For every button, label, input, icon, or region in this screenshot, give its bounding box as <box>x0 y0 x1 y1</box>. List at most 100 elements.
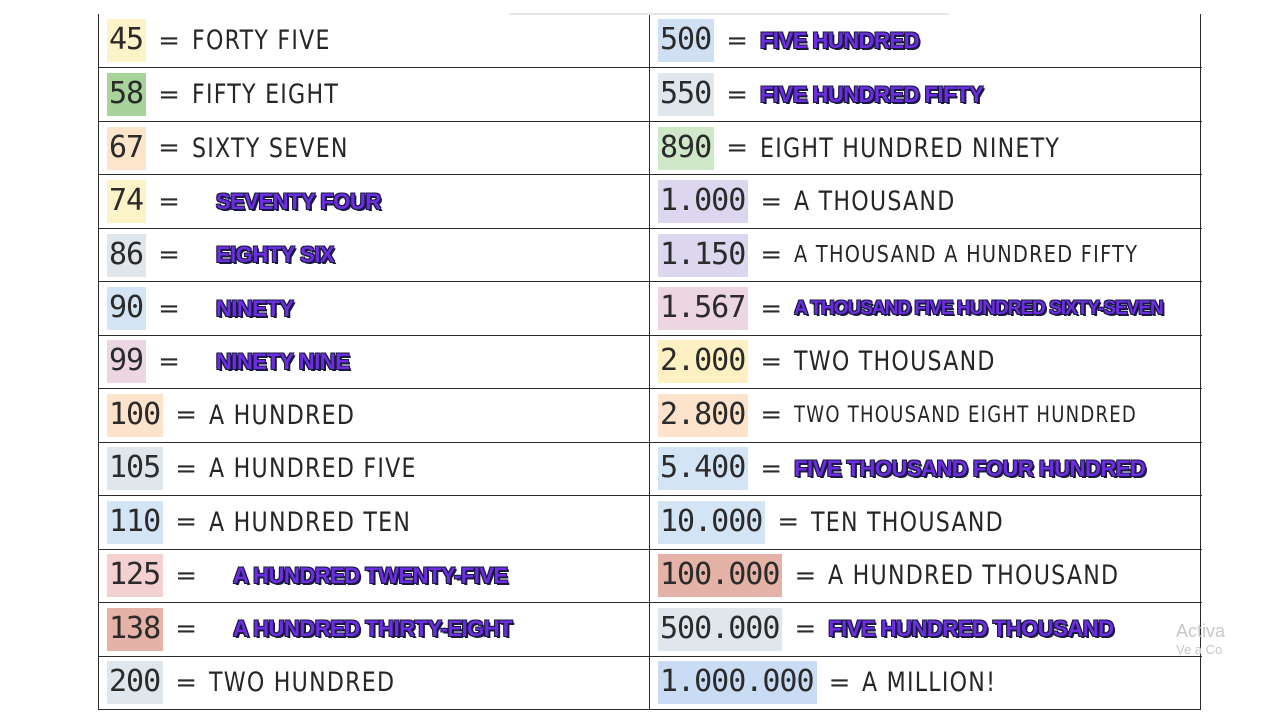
number-value: 86 <box>107 233 147 277</box>
equals-sign: = <box>760 293 783 324</box>
number-value: 125 <box>107 554 164 598</box>
number-word: A HUNDRED THOUSAND <box>828 560 1120 592</box>
number-word: SEVENTY FOUR <box>215 188 381 214</box>
number-word: A THOUSAND FIVE HUNDRED SIXTY-SEVEN <box>794 297 1164 319</box>
table-cell-left: 67 = SIXTY SEVEN <box>99 120 650 175</box>
number-value: 110 <box>107 500 164 544</box>
equals-sign: = <box>158 240 180 271</box>
equals-sign: = <box>777 507 800 538</box>
equals-sign: = <box>175 614 197 645</box>
table-cell-right: 890 = EIGHT HUNDRED NINETY <box>650 120 1202 174</box>
number-word: EIGHT HUNDRED NINETY <box>759 132 1061 164</box>
number-value: 90 <box>107 287 147 331</box>
table-cell-right: 5.400 = FIVE THOUSAND FOUR HUNDRED <box>650 441 1202 495</box>
table-cell-right: 1.567 = A THOUSAND FIVE HUNDRED SIXTY-SEVE… <box>650 281 1202 334</box>
equals-sign: = <box>158 79 180 110</box>
number-value: 500 <box>658 19 715 63</box>
number-word: A HUNDRED THIRTY-EIGHT <box>232 616 513 642</box>
number-word: A HUNDRED <box>208 399 356 431</box>
number-word: TWO THOUSAND EIGHT HUNDRED <box>794 402 1138 428</box>
number-value: 67 <box>107 126 147 170</box>
table-cell-left: 99 = NINETY NINE <box>99 334 650 389</box>
equals-sign: = <box>175 560 197 591</box>
number-value: 45 <box>107 19 147 63</box>
number-value: 10.000 <box>658 500 766 544</box>
table-cell-left: 86 = EIGHTY SIX <box>99 227 650 282</box>
table-cell-left: 74 = SEVENTY FOUR <box>99 174 650 228</box>
number-value: 138 <box>107 607 164 651</box>
table-cell-left: 110 = A HUNDRED TEN <box>99 495 650 549</box>
table-cell-left: 138 = A HUNDRED THIRTY-EIGHT <box>99 602 650 656</box>
number-word: TWO HUNDRED <box>208 667 396 699</box>
equals-sign: = <box>760 186 783 217</box>
number-word: FIFTY EIGHT <box>191 79 339 111</box>
watermark-line-1: Activa <box>1176 621 1226 641</box>
number-word: TWO THOUSAND <box>794 346 996 378</box>
number-word: NINETY NINE <box>215 348 350 374</box>
number-value: 58 <box>107 73 147 117</box>
table-cell-right: 2.800 = TWO THOUSAND EIGHT HUNDRED <box>650 388 1202 441</box>
equals-sign: = <box>175 400 197 431</box>
equals-sign: = <box>726 133 748 164</box>
table-cell-left: 100 = A HUNDRED <box>99 388 650 442</box>
number-word: A THOUSAND A HUNDRED FIFTY <box>794 242 1139 269</box>
number-value: 550 <box>658 73 715 117</box>
number-value: 100 <box>107 393 164 437</box>
number-value: 1.000.000 <box>658 661 817 705</box>
equals-sign: = <box>175 453 197 484</box>
table-cell-left: 125 = A HUNDRED TWENTY-FIVE <box>99 548 650 603</box>
number-word: A HUNDRED FIVE <box>208 453 417 485</box>
number-value: 5.400 <box>658 447 749 491</box>
number-value: 105 <box>107 447 164 491</box>
table-cell-right: 2.000 = TWO THOUSAND <box>650 334 1202 388</box>
equals-sign: = <box>828 667 851 698</box>
number-value: 2.800 <box>658 393 749 437</box>
table-cell-left: 105 = A HUNDRED FIVE <box>99 441 650 496</box>
table-cell-right: 500.000 = FIVE HUNDRED THOUSAND <box>650 602 1202 655</box>
equals-sign: = <box>726 25 748 56</box>
watermark-line-2: Ve a Co <box>1176 642 1223 657</box>
number-word: TEN THOUSAND <box>811 506 1005 538</box>
equals-sign: = <box>794 560 817 591</box>
table-cell-right: 10.000 = TEN THOUSAND <box>650 495 1202 548</box>
number-word: A HUNDRED TWENTY-FIVE <box>232 562 508 588</box>
table-cell-right: 1.000 = A THOUSAND <box>650 174 1202 227</box>
number-word: FIVE HUNDRED THOUSAND <box>828 616 1114 642</box>
number-word: A MILLION! <box>862 667 997 699</box>
number-value: 200 <box>107 661 164 705</box>
number-value: 99 <box>107 340 147 384</box>
number-value: 1.150 <box>658 233 749 277</box>
number-word: FIVE HUNDRED FIFTY <box>759 81 984 107</box>
numbers-table: 45 = FORTY FIVE 500 = FIVE HUNDRED 58 = FIFTY EI… <box>98 13 1202 710</box>
equals-sign: = <box>175 667 197 698</box>
number-value: 1.567 <box>658 287 749 331</box>
number-word: SIXTY SEVEN <box>191 132 349 164</box>
equals-sign: = <box>158 133 180 164</box>
number-word: A THOUSAND <box>794 186 956 218</box>
number-word: FORTY FIVE <box>191 25 331 57</box>
table-cell-left: 90 = NINETY <box>99 281 650 335</box>
activation-watermark: Activa Ve a Co <box>1176 620 1228 658</box>
table-cell-left: 45 = FORTY FIVE <box>99 14 650 68</box>
table-cell-left: 58 = FIFTY EIGHT <box>99 67 650 121</box>
table-cell-right: 1.150 = A THOUSAND A HUNDRED FIFTY <box>650 227 1202 281</box>
equals-sign: = <box>158 346 180 377</box>
table-cell-left: 200 = TWO HUNDRED <box>99 655 650 709</box>
equals-sign: = <box>726 79 748 110</box>
top-border-fade <box>509 13 949 15</box>
number-value: 74 <box>107 180 147 224</box>
number-value: 1.000 <box>658 180 749 224</box>
number-value: 890 <box>658 126 715 170</box>
table-cell-right: 500 = FIVE HUNDRED <box>650 14 1202 67</box>
equals-sign: = <box>760 240 783 271</box>
number-word: FIVE THOUSAND FOUR HUNDRED <box>794 455 1146 481</box>
number-word: A HUNDRED TEN <box>208 506 412 538</box>
number-value: 100.000 <box>658 554 783 598</box>
equals-sign: = <box>158 186 180 217</box>
number-word: NINETY <box>215 295 294 321</box>
equals-sign: = <box>158 25 180 56</box>
equals-sign: = <box>760 453 783 484</box>
table-cell-right: 1.000.000 = A MILLION! <box>650 655 1202 709</box>
number-word: EIGHTY SIX <box>215 242 335 268</box>
